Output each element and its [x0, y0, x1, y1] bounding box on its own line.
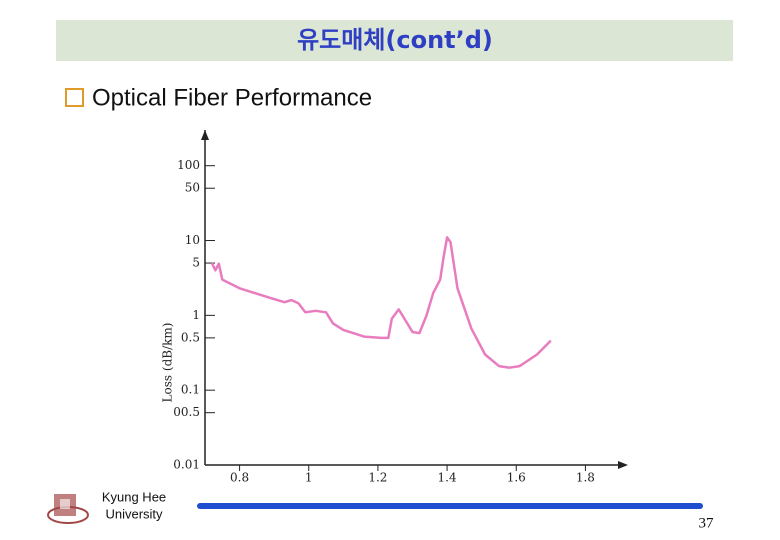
y-axis-label: Loss (dB/km) — [161, 323, 175, 403]
y-axis-arrow — [201, 130, 209, 140]
y-tick-label: 5 — [192, 256, 200, 270]
bullet-icon — [65, 88, 84, 107]
page-number: 37 — [699, 515, 715, 531]
x-tick-label: 1.6 — [507, 471, 526, 485]
org-name: University — [105, 506, 163, 521]
y-tick-label: 00.5 — [173, 405, 200, 419]
x-tick-label: 1 — [305, 471, 313, 485]
y-tick-label: 0.5 — [181, 330, 200, 344]
x-tick-label: 1.4 — [438, 471, 457, 485]
x-axis-arrow — [618, 461, 628, 469]
slide-title: 유도매체(cont’d) — [297, 26, 493, 54]
x-tick-label: 0.8 — [230, 471, 249, 485]
logo — [47, 494, 89, 524]
x-tick-label: 1.2 — [368, 471, 387, 485]
y-tick-label: 1 — [192, 308, 200, 322]
chart: 100 50 10 5 1 0.5 0.1 00.5 0.01 0.8 1 1.2 1.4 1.6 1.8 L… — [161, 130, 628, 485]
loss-curve — [210, 236, 552, 369]
org-name: Kyung Hee — [102, 489, 166, 504]
y-tick-label: 100 — [177, 158, 200, 172]
title-bar — [56, 20, 733, 61]
y-tick-label: 10 — [185, 233, 200, 247]
bullet-text: Optical Fiber Performance — [92, 84, 372, 111]
y-tick-label: 50 — [185, 181, 200, 195]
y-tick-label: 0.01 — [173, 458, 200, 472]
x-tick-label: 1.8 — [576, 471, 595, 485]
y-tick-label: 0.1 — [181, 383, 200, 397]
